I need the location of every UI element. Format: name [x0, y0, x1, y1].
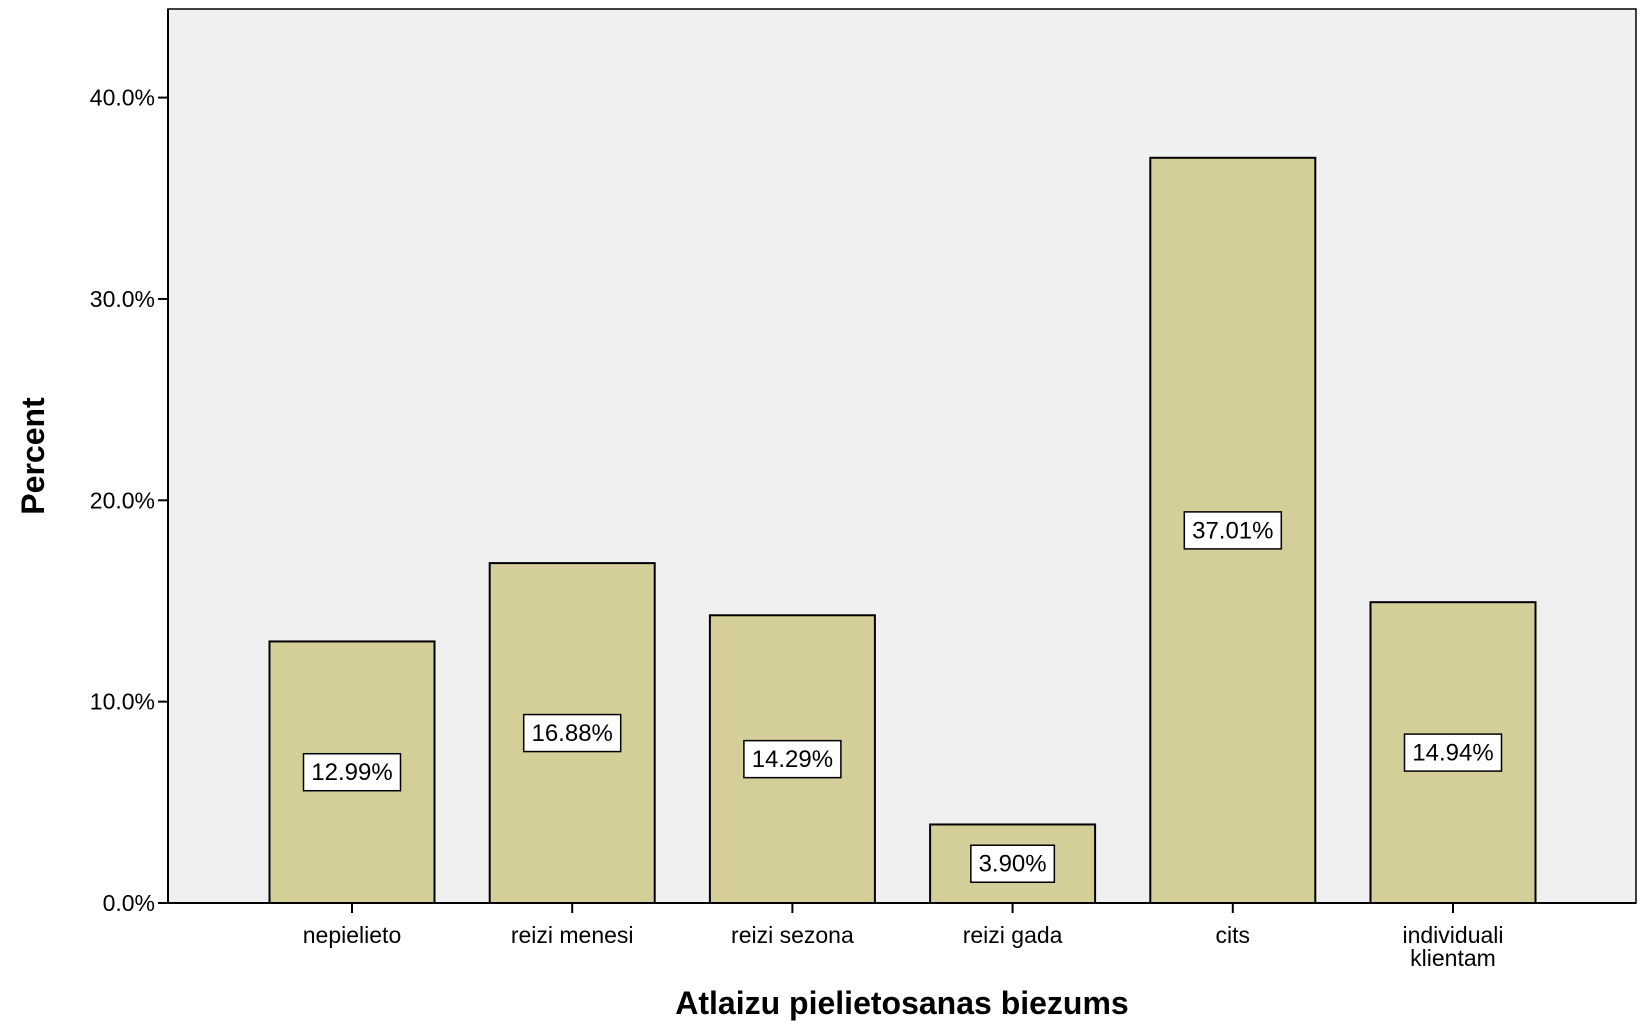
data-label: 12.99%: [311, 759, 392, 786]
data-label: 16.88%: [531, 720, 612, 747]
x-tick-label: reizi menesi: [511, 922, 634, 948]
y-tick-label: 0.0%: [103, 890, 155, 916]
y-tick-label: 20.0%: [90, 487, 155, 513]
x-tick-label: reizi sezona: [731, 922, 854, 948]
data-label: 3.90%: [979, 851, 1047, 878]
data-label-box: [1183, 511, 1283, 550]
x-tick-label: individuali: [1402, 922, 1503, 948]
x-axis-title: Atlaizu pielietosanas biezums: [675, 985, 1128, 1021]
x-tick-label: reizi gada: [963, 922, 1063, 948]
y-tick-label: 40.0%: [90, 85, 155, 111]
data-label-box: [970, 844, 1056, 883]
y-tick-label: 10.0%: [90, 689, 155, 715]
y-axis-ticks: 0.0% 10.0% 20.0% 30.0% 40.0%: [90, 85, 168, 916]
y-axis-title: Percent: [15, 397, 51, 515]
y-tick-label: 30.0%: [90, 286, 155, 312]
data-labels-group: 12.99% 16.88% 14.29% 3.90% 37.01% 14.94%: [302, 511, 1503, 883]
data-label-box: [302, 752, 402, 792]
data-label: 14.29%: [752, 746, 833, 773]
data-label-box: [743, 739, 842, 779]
x-axis-ticks: nepielieto reizi menesi reizi sezona reizi …: [303, 903, 1504, 971]
data-label: 14.94%: [1412, 740, 1493, 767]
data-label: 37.01%: [1192, 517, 1273, 544]
x-tick-label: nepielieto: [303, 922, 401, 948]
data-label-box: [1403, 733, 1503, 772]
data-label-box: [522, 713, 622, 753]
x-tick-label: klientam: [1410, 945, 1496, 971]
x-tick-label: cits: [1216, 922, 1251, 948]
